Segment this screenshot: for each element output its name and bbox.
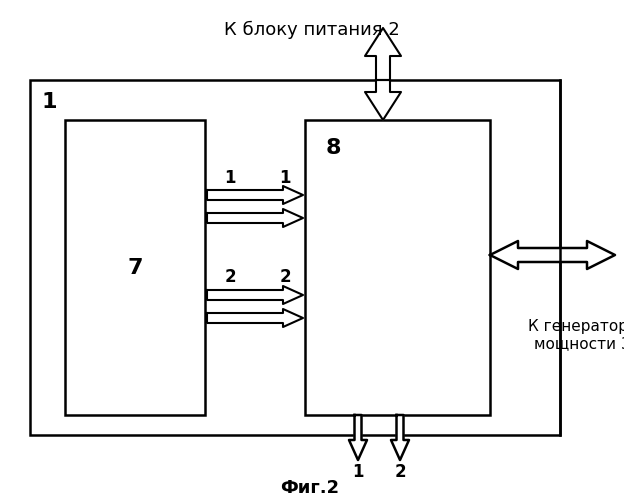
Text: 8: 8	[325, 138, 341, 158]
Text: 7: 7	[127, 258, 143, 278]
Text: 1: 1	[42, 92, 57, 112]
Bar	[30, 80, 560, 435]
Bar	[305, 120, 490, 415]
Bar	[65, 120, 205, 415]
Text: 1: 1	[353, 463, 364, 481]
Text: 1: 1	[224, 169, 236, 187]
Text: К генератору
мощности 3: К генератору мощности 3	[527, 319, 624, 351]
Text: 2: 2	[224, 268, 236, 286]
Polygon shape	[391, 415, 409, 460]
Polygon shape	[207, 309, 303, 327]
Text: Фиг.2: Фиг.2	[280, 479, 339, 497]
Polygon shape	[207, 209, 303, 227]
Text: 1: 1	[280, 169, 291, 187]
Polygon shape	[490, 241, 615, 269]
Text: 2: 2	[394, 463, 406, 481]
Polygon shape	[207, 186, 303, 204]
Text: 2: 2	[279, 268, 291, 286]
Polygon shape	[207, 286, 303, 304]
Text: К блоку питания 2: К блоку питания 2	[224, 21, 400, 39]
Polygon shape	[349, 415, 367, 460]
Polygon shape	[365, 28, 401, 80]
Polygon shape	[365, 80, 401, 120]
